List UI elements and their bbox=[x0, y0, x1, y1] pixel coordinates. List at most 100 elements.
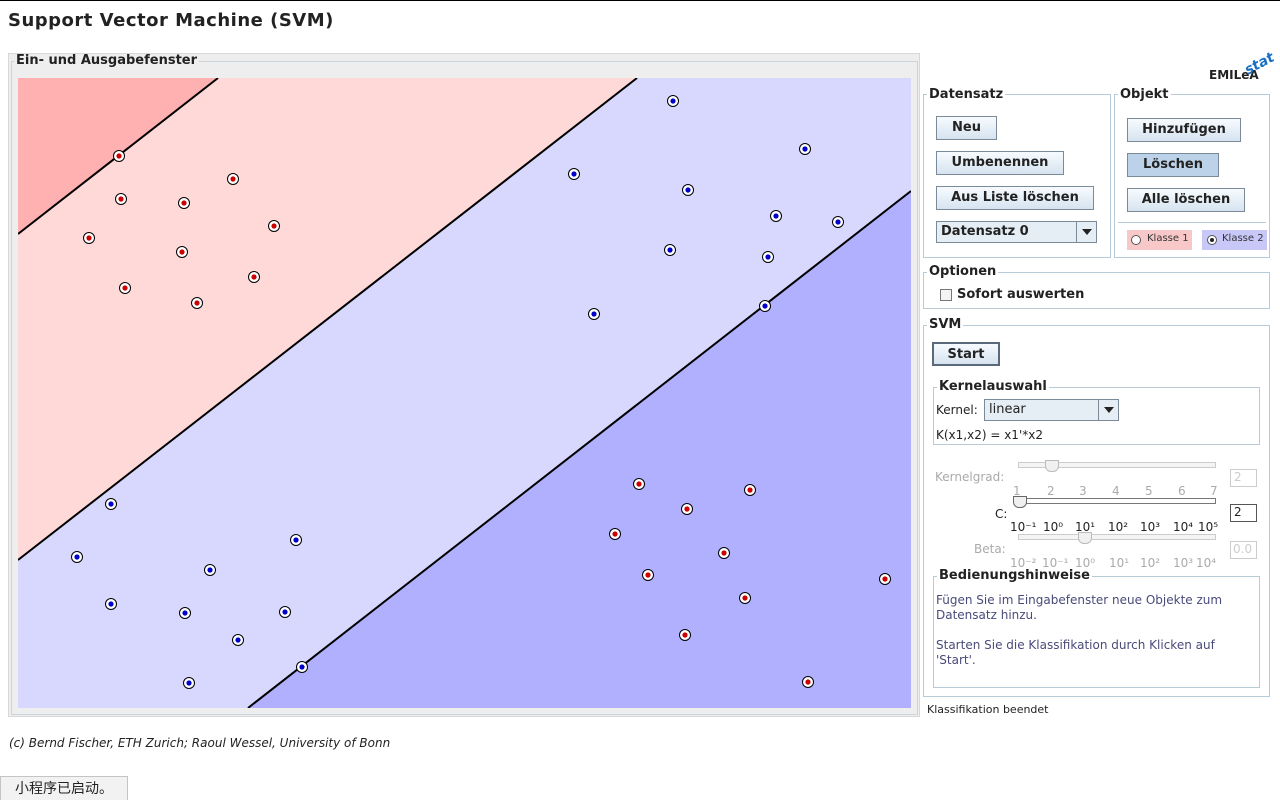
svm-legend: SVM bbox=[927, 317, 964, 332]
chevron-down-icon[interactable] bbox=[1098, 400, 1118, 420]
kernel-formula: K(x1,x2) = x1'*x2 bbox=[936, 428, 1043, 442]
class2-point[interactable] bbox=[770, 210, 782, 222]
datensatz-select[interactable]: Datensatz 0 bbox=[936, 221, 1097, 243]
class2-point[interactable] bbox=[105, 598, 117, 610]
class1-point[interactable] bbox=[178, 197, 190, 209]
beta-slider-track bbox=[1018, 534, 1216, 540]
hint-text-1: Fügen Sie im Eingabefenster neue Objekte… bbox=[936, 593, 1223, 622]
tick-label: 2 bbox=[1047, 484, 1055, 498]
class2-point[interactable] bbox=[183, 677, 195, 689]
klasse2-radio[interactable] bbox=[1207, 235, 1217, 245]
class2-point[interactable] bbox=[664, 244, 676, 256]
tick-label: 10⁵ bbox=[1198, 520, 1219, 534]
class2-point[interactable] bbox=[762, 251, 774, 263]
class1-point[interactable] bbox=[248, 271, 260, 283]
loeschen-button[interactable]: Löschen bbox=[1127, 153, 1219, 177]
beta-input[interactable]: 0.0 bbox=[1230, 541, 1257, 559]
class2-point[interactable] bbox=[279, 606, 291, 618]
datensatz-legend: Datensatz bbox=[927, 87, 1006, 102]
c-slider-thumb[interactable] bbox=[1013, 496, 1027, 508]
class1-point[interactable] bbox=[83, 232, 95, 244]
class1-point[interactable] bbox=[119, 282, 131, 294]
class2-point[interactable] bbox=[296, 661, 308, 673]
class1-point[interactable] bbox=[802, 676, 814, 688]
datensatz-panel bbox=[923, 94, 1111, 258]
svm-panel bbox=[923, 325, 1270, 697]
c-input[interactable]: 2 bbox=[1230, 504, 1257, 522]
tick-label: 3 bbox=[1079, 484, 1087, 498]
class1-point[interactable] bbox=[268, 220, 280, 232]
class2-point[interactable] bbox=[232, 634, 244, 646]
class2-point[interactable] bbox=[588, 308, 600, 320]
tick-label: 10⁰ bbox=[1075, 556, 1096, 570]
tick-label: 10² bbox=[1108, 520, 1129, 534]
class1-point[interactable] bbox=[681, 503, 693, 515]
region-class2-margin bbox=[18, 78, 911, 708]
class1-point[interactable] bbox=[739, 592, 751, 604]
beta-slider-thumb[interactable] bbox=[1078, 532, 1092, 544]
aus-liste-loeschen-button[interactable]: Aus Liste löschen bbox=[936, 186, 1094, 210]
neu-button[interactable]: Neu bbox=[936, 116, 997, 140]
optionen-legend: Optionen bbox=[927, 264, 999, 279]
class1-point[interactable] bbox=[679, 629, 691, 641]
class2-point[interactable] bbox=[71, 551, 83, 563]
tick-label: 10¹ bbox=[1109, 556, 1130, 570]
tick-label: 10⁻¹ bbox=[1042, 556, 1069, 570]
kernelgrad-slider-thumb[interactable] bbox=[1045, 460, 1059, 472]
kernel-legend: Kernelauswahl bbox=[937, 379, 1049, 394]
class2-point[interactable] bbox=[568, 168, 580, 180]
class1-point[interactable] bbox=[113, 150, 125, 162]
kernel-panel bbox=[933, 387, 1260, 445]
class1-point[interactable] bbox=[609, 528, 621, 540]
class2-point[interactable] bbox=[667, 95, 679, 107]
class2-point[interactable] bbox=[290, 534, 302, 546]
hint-text-2: Starten Sie die Klassifikation durch Kli… bbox=[936, 638, 1215, 667]
klasse1-option[interactable]: Klasse 1 bbox=[1127, 230, 1192, 250]
umbenennen-button[interactable]: Umbenennen bbox=[936, 151, 1064, 175]
class1-point[interactable] bbox=[744, 484, 756, 496]
kernelgrad-slider-track bbox=[1018, 462, 1216, 468]
class2-point[interactable] bbox=[759, 300, 771, 312]
class1-point[interactable] bbox=[115, 193, 127, 205]
kernel-select[interactable]: linear bbox=[984, 399, 1119, 421]
optionen-panel bbox=[923, 272, 1270, 309]
svm-plot-canvas[interactable] bbox=[18, 78, 911, 708]
tick-label: 10⁴ bbox=[1196, 556, 1217, 570]
hinzufuegen-button[interactable]: Hinzufügen bbox=[1127, 118, 1241, 142]
class2-point[interactable] bbox=[204, 564, 216, 576]
class1-point[interactable] bbox=[879, 573, 891, 585]
objekt-legend: Objekt bbox=[1118, 87, 1171, 102]
beta-ticks: 10⁻² 10⁻¹ 10⁰ 10¹ 10² 10³ 10⁴ bbox=[1008, 556, 1228, 570]
beta-label: Beta: bbox=[974, 542, 1006, 556]
class1-point[interactable] bbox=[642, 569, 654, 581]
class2-point[interactable] bbox=[179, 607, 191, 619]
class1-point[interactable] bbox=[191, 297, 203, 309]
tick-label: 10⁻¹ bbox=[1010, 520, 1037, 534]
c-value: 2 bbox=[1234, 505, 1242, 519]
status-text: Klassifikation beendet bbox=[927, 703, 1049, 716]
decision-boundary bbox=[18, 78, 638, 561]
class2-point[interactable] bbox=[832, 216, 844, 228]
hints-panel bbox=[933, 576, 1260, 688]
class1-point[interactable] bbox=[633, 478, 645, 490]
class2-point[interactable] bbox=[799, 143, 811, 155]
emilea-logo: EMILeA stat bbox=[1208, 50, 1277, 88]
chevron-down-icon[interactable] bbox=[1076, 222, 1096, 242]
beta-value: 0.0 bbox=[1233, 542, 1253, 556]
objekt-separator bbox=[1118, 222, 1266, 223]
class1-point[interactable] bbox=[227, 173, 239, 185]
klasse2-option[interactable]: Klasse 2 bbox=[1202, 230, 1267, 250]
alle-loeschen-button[interactable]: Alle löschen bbox=[1127, 188, 1245, 212]
class2-point[interactable] bbox=[105, 498, 117, 510]
start-button[interactable]: Start bbox=[932, 342, 1000, 366]
c-ticks: 10⁻¹ 10⁰ 10¹ 10² 10³ 10⁴ 10⁵ bbox=[1008, 520, 1228, 534]
class2-point[interactable] bbox=[682, 184, 694, 196]
class1-point[interactable] bbox=[176, 246, 188, 258]
logo-overlay: stat bbox=[1242, 49, 1278, 79]
klasse1-radio[interactable] bbox=[1131, 235, 1141, 245]
sofort-checkbox[interactable] bbox=[940, 289, 952, 301]
tick-label: 10⁰ bbox=[1043, 520, 1064, 534]
klasse1-label: Klasse 1 bbox=[1147, 233, 1189, 244]
kernelgrad-input[interactable]: 2 bbox=[1230, 469, 1257, 487]
class1-point[interactable] bbox=[718, 547, 730, 559]
